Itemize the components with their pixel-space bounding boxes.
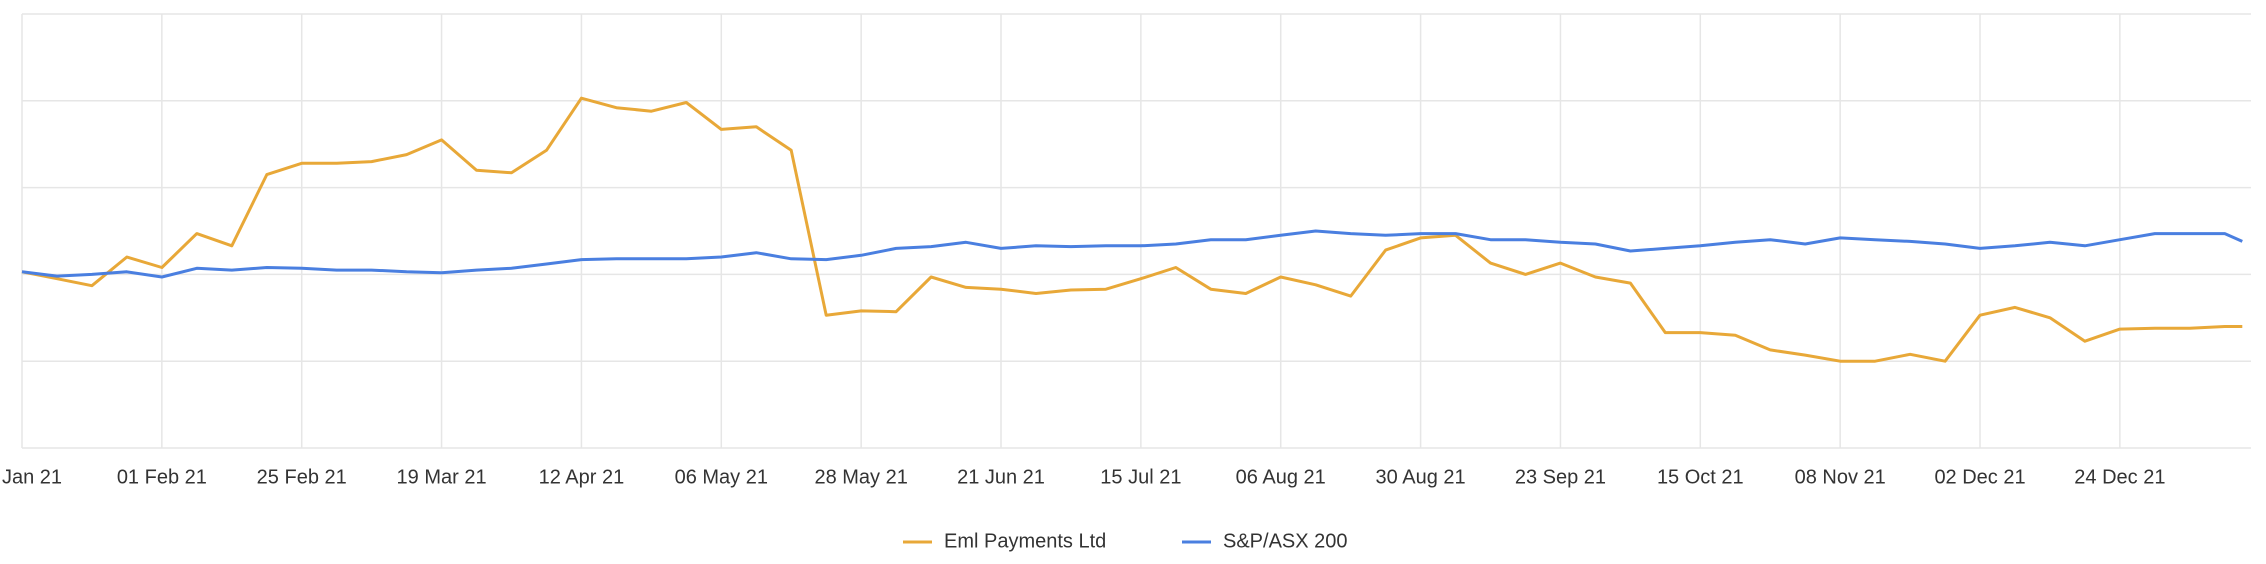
x-tick-label: 23 Sep 21	[1515, 466, 1606, 488]
x-tick-label: 19 Mar 21	[397, 466, 487, 488]
series-line	[21, 96, 2243, 363]
legend-label: Eml Payments Ltd	[944, 530, 1106, 552]
x-tick-label: 01 Feb 21	[117, 466, 207, 488]
x-tick-label: 21 Jun 21	[957, 466, 1045, 488]
legend-label: S&P/ASX 200	[1223, 530, 1348, 552]
x-tick-label: 08 Nov 21	[1795, 466, 1886, 488]
x-tick-label: Jan 21	[2, 466, 62, 488]
x-tick-label: 06 Aug 21	[1236, 466, 1326, 488]
series-line	[21, 229, 2243, 279]
x-tick-label: 24 Dec 21	[2074, 466, 2165, 488]
x-tick-label: 25 Feb 21	[257, 466, 347, 488]
x-tick-label: 02 Dec 21	[1934, 466, 2025, 488]
x-tick-label: 15 Oct 21	[1657, 466, 1744, 488]
x-tick-label: 12 Apr 21	[539, 466, 625, 488]
x-tick-label: 15 Jul 21	[1100, 466, 1181, 488]
x-tick-label: 30 Aug 21	[1376, 466, 1466, 488]
x-tick-label: 28 May 21	[814, 466, 907, 488]
x-tick-label: 06 May 21	[675, 466, 768, 488]
